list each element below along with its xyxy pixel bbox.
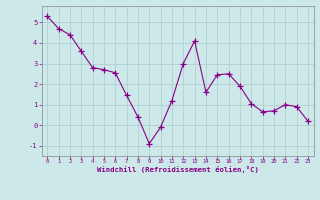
X-axis label: Windchill (Refroidissement éolien,°C): Windchill (Refroidissement éolien,°C) [97,166,259,173]
